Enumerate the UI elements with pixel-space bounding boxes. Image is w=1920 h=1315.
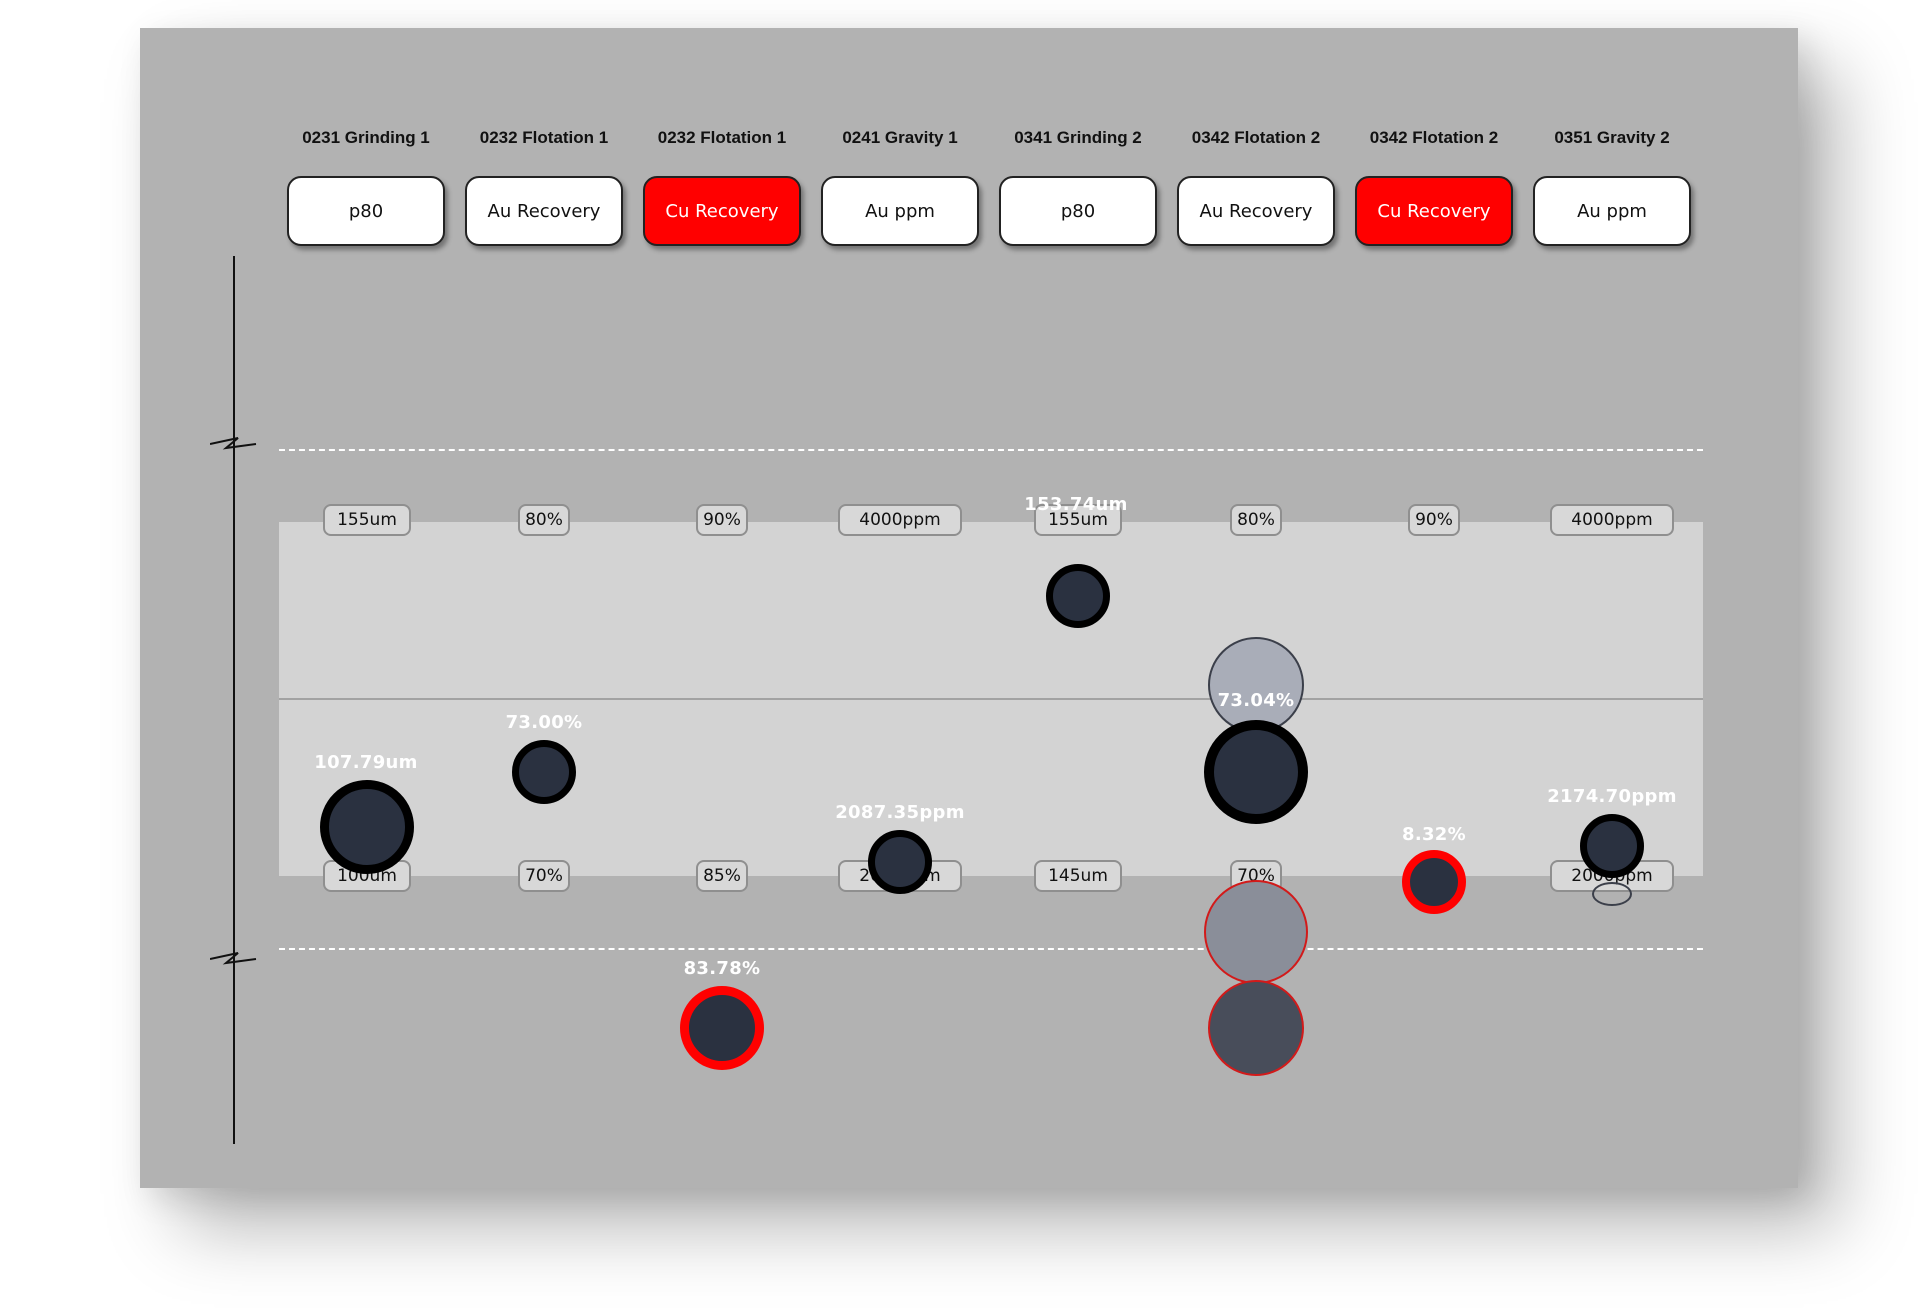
metric-button-au-ppm[interactable]: Au ppm xyxy=(821,176,979,246)
target-band-upper xyxy=(279,522,1703,700)
upper-limit-label: 80% xyxy=(518,504,570,536)
upper-limit-label: 80% xyxy=(1230,504,1282,536)
value-marker[interactable] xyxy=(1204,720,1308,824)
axis-break-icon xyxy=(210,437,257,450)
upper-limit-label: 4000ppm xyxy=(1550,504,1674,536)
value-label: 153.74um xyxy=(1024,494,1128,515)
metric-button-cu-recovery-alert[interactable]: Cu Recovery xyxy=(1355,176,1513,246)
history-marker xyxy=(1208,637,1304,733)
metric-button-au-recovery[interactable]: Au Recovery xyxy=(1177,176,1335,246)
value-marker[interactable] xyxy=(1580,814,1644,878)
upper-limit-label: 90% xyxy=(696,504,748,536)
unit-title: 0351 Gravity 2 xyxy=(1554,128,1670,147)
upper-limit-label: 4000ppm xyxy=(838,504,962,536)
metric-button-p80[interactable]: p80 xyxy=(287,176,445,246)
unit-title: 0232 Flotation 1 xyxy=(657,128,787,147)
upper-limit-label: 155um xyxy=(323,504,411,536)
value-marker[interactable] xyxy=(868,830,932,894)
axis-break-icon xyxy=(210,952,257,965)
value-label: 73.04% xyxy=(1217,690,1295,711)
unit-title: 0232 Flotation 1 xyxy=(479,128,609,147)
unit-title: 0231 Grinding 1 xyxy=(302,128,430,147)
value-marker-alert[interactable] xyxy=(680,986,764,1070)
value-marker[interactable] xyxy=(512,740,576,804)
history-marker xyxy=(1592,882,1632,906)
vertical-axis xyxy=(233,256,235,1144)
process-dashboard-panel: 0231 Grinding 1 0232 Flotation 1 0232 Fl… xyxy=(140,28,1798,1188)
value-label: 2087.35ppm xyxy=(835,802,965,823)
value-marker[interactable] xyxy=(320,780,414,874)
unit-title: 0342 Flotation 2 xyxy=(1191,128,1321,147)
unit-title: 0341 Grinding 2 xyxy=(1014,128,1142,147)
value-label: 2174.70ppm xyxy=(1547,786,1677,807)
lower-dashed-line xyxy=(279,948,1703,950)
metric-button-p80[interactable]: p80 xyxy=(999,176,1157,246)
value-label: 107.79um xyxy=(314,752,418,773)
metric-button-cu-recovery-alert[interactable]: Cu Recovery xyxy=(643,176,801,246)
value-marker[interactable] xyxy=(1046,564,1110,628)
upper-limit-label: 90% xyxy=(1408,504,1460,536)
value-label: 8.32% xyxy=(1402,824,1466,845)
lower-limit-label: 145um xyxy=(1034,860,1122,892)
value-marker-alert[interactable] xyxy=(1402,850,1466,914)
history-marker xyxy=(1204,880,1308,984)
lower-limit-label: 85% xyxy=(696,860,748,892)
upper-dashed-line xyxy=(279,449,1703,451)
metric-button-au-ppm[interactable]: Au ppm xyxy=(1533,176,1691,246)
unit-title: 0342 Flotation 2 xyxy=(1369,128,1499,147)
value-label: 73.00% xyxy=(505,712,583,733)
metric-button-au-recovery[interactable]: Au Recovery xyxy=(465,176,623,246)
history-marker xyxy=(1208,980,1304,1076)
unit-title: 0241 Gravity 1 xyxy=(842,128,958,147)
value-label: 83.78% xyxy=(683,958,761,979)
upper-limit-label: 155um xyxy=(1034,504,1122,536)
lower-limit-label: 70% xyxy=(518,860,570,892)
